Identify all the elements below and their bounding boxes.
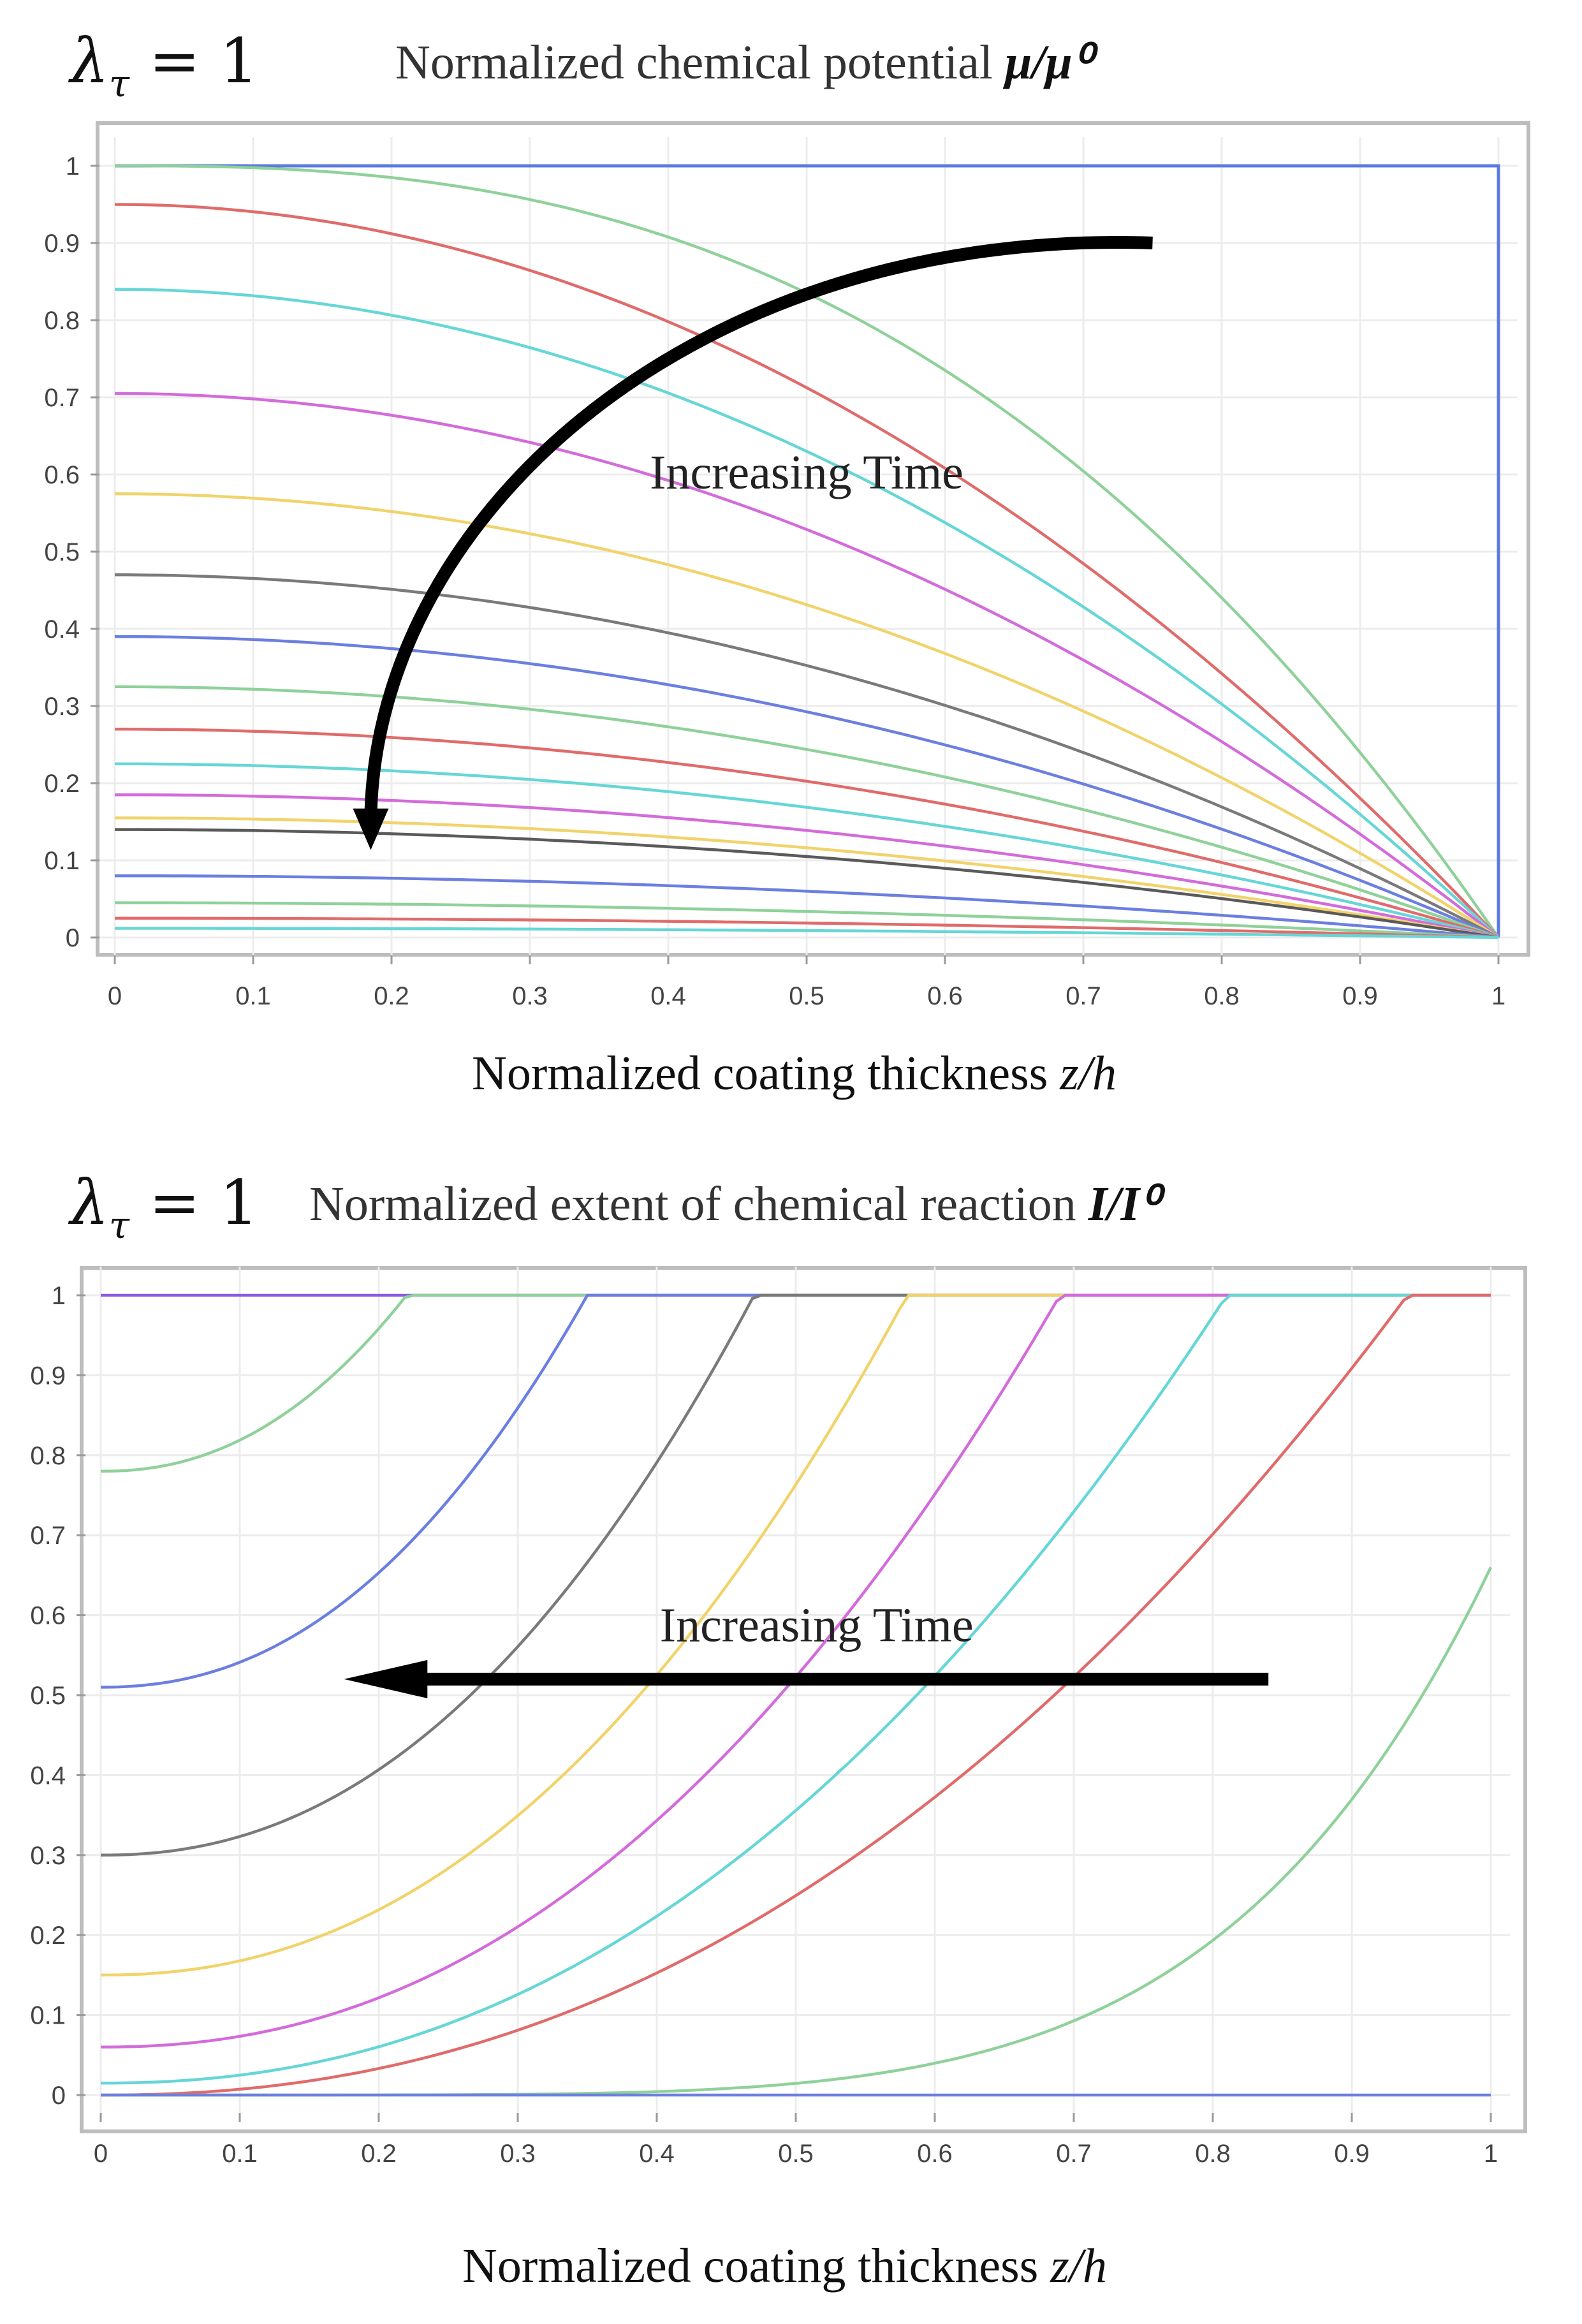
- series-line-t3: [114, 288, 1500, 939]
- lambda-equals: = 1: [149, 26, 259, 97]
- x-tick-label: 0: [94, 2140, 108, 2168]
- series-line-t10: [115, 762, 1499, 939]
- y-tick-label: 0.5: [30, 1682, 66, 1710]
- chart-title-text: Normalized extent of chemical reaction: [309, 1177, 1088, 1231]
- x-axis-label-text: Normalized coating thickness: [472, 1047, 1060, 1100]
- chart-title-symbol: I/I⁰: [1088, 1177, 1159, 1231]
- x-axis-label-symbol: z/h: [1060, 1047, 1117, 1100]
- series-line-t9: [115, 728, 1499, 939]
- series-line-t6: [115, 573, 1500, 939]
- y-tick-label: 0.6: [44, 461, 80, 489]
- x-tick-label: 0.8: [1204, 982, 1240, 1010]
- x-axis-label: Normalized coating thickness z/h: [462, 2239, 1107, 2294]
- y-tick-label: 0.6: [30, 1602, 66, 1630]
- x-tick-label: 0.1: [235, 982, 271, 1010]
- x-tick-label: 0.5: [778, 2140, 814, 2168]
- time-arrow-head: [353, 808, 389, 850]
- chart-title-symbol: μ/μ⁰: [1004, 36, 1092, 89]
- lambda-label: λτ = 1: [70, 1167, 259, 1247]
- series-line-t11: [115, 793, 1499, 939]
- x-tick-label: 0.2: [361, 2140, 397, 2168]
- y-tick-label: 0.2: [44, 770, 80, 798]
- x-tick-label: 0.3: [500, 2140, 536, 2168]
- x-tick-label: 0.3: [512, 982, 548, 1010]
- plot-area: 0 0.1 0.2 0.3 0.4 0.5 0.6 0.7 0.8 0.9 1 0 0.1 0.2 0.3 0…: [30, 1267, 1510, 2168]
- lambda-subscript: τ: [108, 62, 129, 105]
- plot-frame: [96, 121, 1530, 957]
- x-tick-label: 1: [1491, 982, 1505, 1010]
- y-tick-label: 0.3: [44, 693, 80, 721]
- x-tick-label: 0.6: [927, 982, 963, 1010]
- y-tick-label: 0.4: [44, 615, 80, 644]
- x-tick-label: 0.7: [1066, 982, 1101, 1010]
- time-arrow-head: [344, 1659, 428, 1698]
- y-tick-label: 0.9: [44, 230, 80, 258]
- y-tick-label: 0.5: [44, 538, 80, 566]
- series-line-t0: [115, 164, 1500, 938]
- chart-panel-reaction-extent: λτ = 1 Normalized extent of chemical rea…: [0, 1148, 1582, 2324]
- series-line-t15: [114, 901, 1499, 939]
- x-tick-label: 0.4: [639, 2140, 675, 2168]
- series-line-t7: [115, 635, 1499, 939]
- series-line-t17: [115, 927, 1499, 939]
- series-line-t4: [115, 392, 1500, 939]
- series-line-t13: [115, 828, 1499, 939]
- y-tick-label: 0.8: [44, 307, 80, 335]
- time-arrow-shaft: [364, 236, 1153, 815]
- x-tick-label: 0.9: [1334, 2140, 1370, 2168]
- x-tick-label: 0.6: [917, 2140, 953, 2168]
- y-tick-label: 1: [66, 152, 80, 180]
- chart-title: Normalized extent of chemical reaction I…: [309, 1175, 1159, 1232]
- series-line-t16: [115, 916, 1499, 939]
- lambda-label: λτ = 1: [70, 26, 259, 105]
- y-tick-label: 0.1: [44, 847, 80, 875]
- series-line-t12: [115, 816, 1499, 939]
- lambda-equals: = 1: [149, 1167, 259, 1239]
- x-tick-label: 0.4: [650, 982, 686, 1010]
- x-tick-label: 0.5: [789, 982, 824, 1010]
- lambda-symbol: λ: [70, 26, 109, 97]
- y-tick-label: 0.9: [30, 1362, 66, 1390]
- annotation-increasing-time: Increasing Time: [650, 446, 963, 499]
- x-tick-label: 0.2: [374, 982, 409, 1010]
- y-tick-label: 0.7: [30, 1522, 66, 1550]
- chart-title: Normalized chemical potential μ/μ⁰: [395, 33, 1092, 91]
- series-line-t14: [115, 874, 1499, 939]
- series-line-r6: [101, 1293, 1491, 2085]
- lambda-subscript: τ: [108, 1203, 129, 1247]
- x-tick-label: 0.1: [222, 2140, 258, 2168]
- y-tick-label: 1: [52, 1282, 66, 1310]
- series-line-r7: [101, 1293, 1491, 2097]
- x-tick-label: 0: [108, 982, 122, 1010]
- y-tick-label: 0.2: [30, 1922, 66, 1950]
- x-tick-label: 0.8: [1195, 2140, 1231, 2168]
- x-tick-label: 0.9: [1342, 982, 1378, 1010]
- y-tick-label: 0.3: [30, 1842, 66, 1870]
- x-axis-label-symbol: z/h: [1050, 2239, 1107, 2293]
- plot-frame: [80, 1266, 1527, 2133]
- y-tick-label: 0.8: [30, 1442, 66, 1470]
- series-line-t2: [114, 203, 1500, 939]
- series-line-t5: [115, 492, 1500, 939]
- x-tick-label: 1: [1484, 2140, 1498, 2168]
- chart-panel-chemical-potential: λτ = 1 Normalized chemical potential μ/μ…: [0, 0, 1582, 1148]
- annotation-increasing-time: Increasing Time: [660, 1598, 974, 1652]
- y-tick-label: 0.1: [30, 2002, 66, 2030]
- y-tick-label: 0.7: [44, 384, 80, 412]
- lambda-symbol: λ: [70, 1167, 109, 1239]
- series-line-t8: [115, 685, 1499, 939]
- x-tick-label: 0.7: [1056, 2140, 1092, 2168]
- y-tick-label: 0: [66, 924, 80, 952]
- x-axis-label-text: Normalized coating thickness: [462, 2239, 1051, 2293]
- y-tick-label: 0: [52, 2082, 66, 2110]
- plot-area: 0 0.1 0.2 0.3 0.4 0.5 0.6 0.7 0.8 0.9 1 0 0.1 0.2 0.3 0…: [44, 137, 1518, 1010]
- y-tick-label: 0.4: [30, 1761, 66, 1790]
- x-axis-label: Normalized coating thickness z/h: [472, 1046, 1117, 1101]
- chart-title-text: Normalized chemical potential: [395, 36, 1005, 89]
